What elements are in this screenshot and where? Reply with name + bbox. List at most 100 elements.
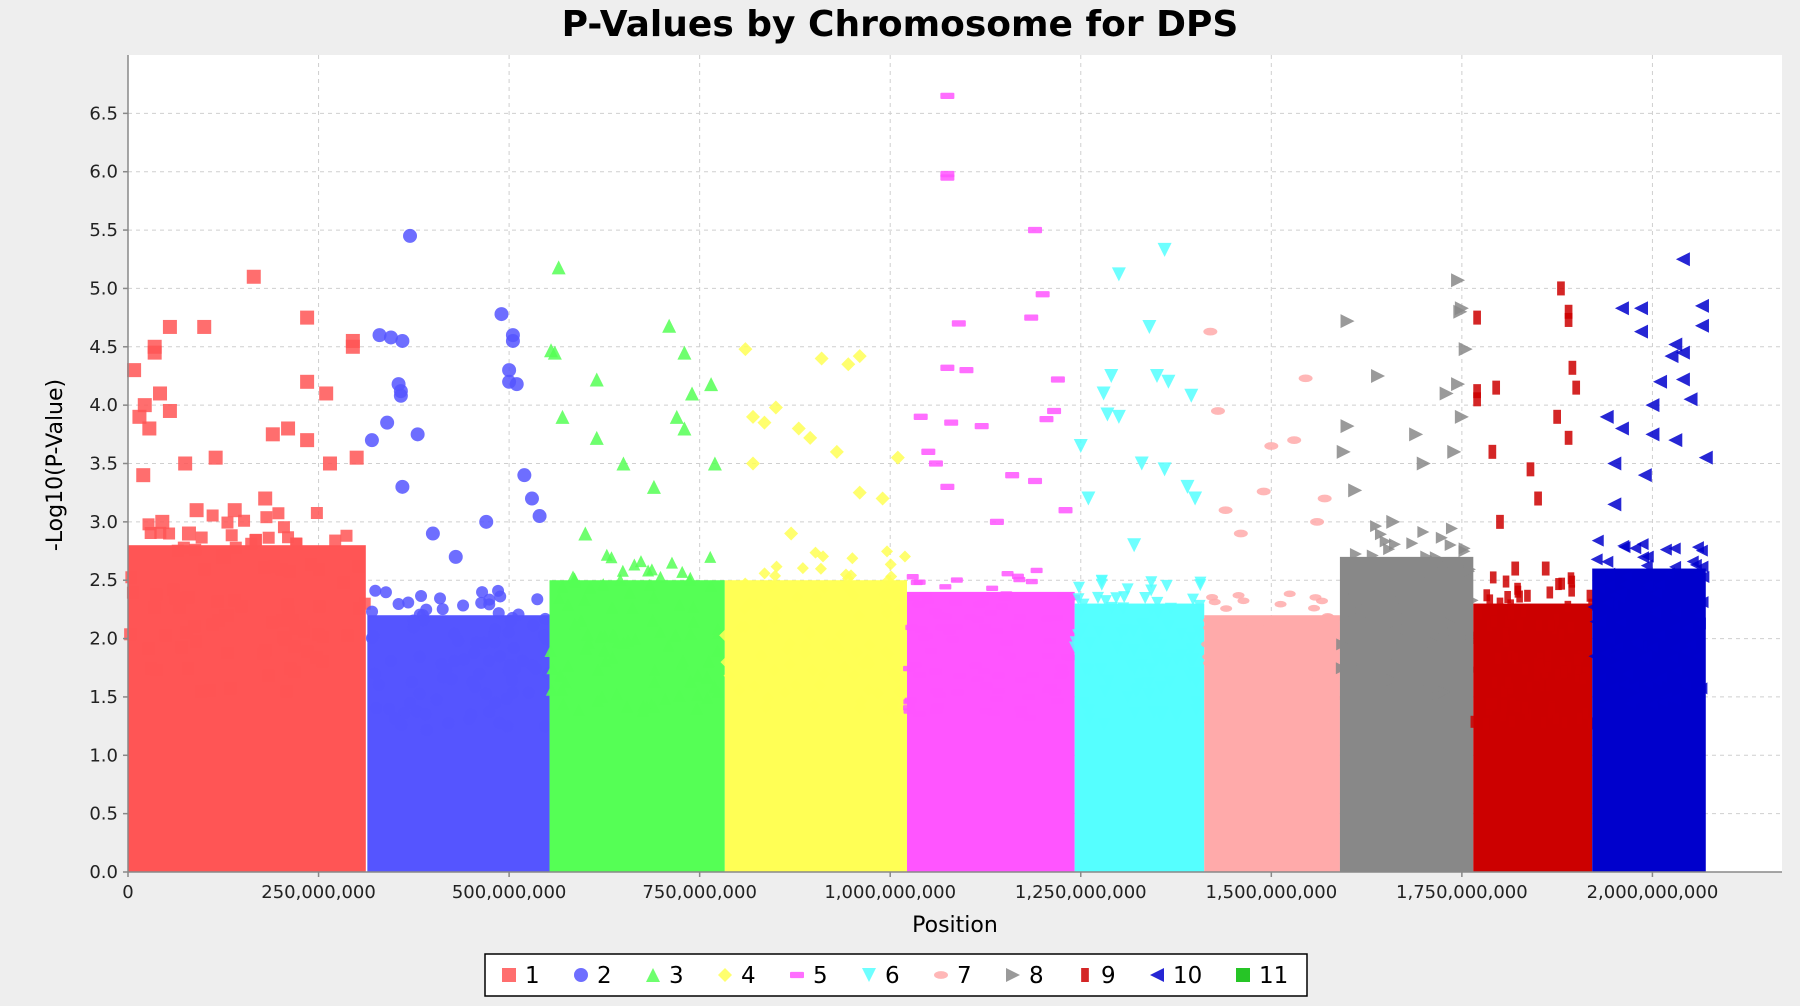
series-8-point — [1348, 586, 1361, 599]
series-1-point — [229, 541, 242, 554]
series-6-point — [1188, 491, 1203, 506]
series-3 — [544, 260, 725, 872]
series-7-point — [1263, 671, 1276, 678]
series-10-point — [1641, 550, 1654, 563]
series-1-point — [345, 339, 360, 354]
series-5-point — [931, 703, 944, 710]
series-2-point — [482, 654, 495, 667]
series-6-point — [1142, 677, 1155, 690]
series-3-point — [599, 655, 612, 668]
series-10-point — [1646, 698, 1659, 711]
series-5-point — [903, 708, 916, 714]
series-7-point — [1233, 529, 1248, 538]
series-6-point — [1139, 591, 1152, 604]
series-1-point — [175, 641, 188, 654]
series-10-point — [1603, 567, 1616, 580]
series-3-point — [643, 578, 656, 591]
series-5-point — [930, 708, 943, 715]
series-10-point — [1591, 534, 1604, 547]
series-7-point — [1222, 668, 1235, 675]
series-8-dense-band — [1339, 556, 1474, 872]
series-9-point — [1535, 619, 1543, 632]
series-3-point — [552, 592, 565, 605]
series-8-point — [1444, 539, 1457, 552]
series-6-point — [1100, 407, 1115, 422]
legend-box — [484, 953, 1308, 997]
series-8-point — [1439, 563, 1452, 576]
series-6-point — [1187, 593, 1200, 606]
series-8-point — [1423, 673, 1436, 686]
series-3-point — [654, 626, 667, 639]
y-tick-label: 3.5 — [89, 454, 118, 475]
series-7-point — [1310, 518, 1325, 526]
series-4-point — [897, 603, 910, 616]
series-6-point — [1093, 625, 1106, 638]
series-4-point — [746, 409, 761, 424]
series-2-point — [522, 686, 535, 699]
series-8-point — [1381, 560, 1394, 573]
series-6-point — [1192, 625, 1205, 638]
series-7-point — [1210, 407, 1225, 415]
series-1-point — [162, 319, 177, 334]
series-8-point — [1454, 658, 1467, 671]
series-3-point — [597, 578, 610, 591]
series-2-point — [395, 479, 410, 494]
series-7-point — [1222, 690, 1235, 697]
series-4-point — [796, 562, 809, 575]
series-7-point — [1256, 487, 1271, 496]
series-2-point — [437, 671, 450, 684]
series-6-point — [1190, 703, 1203, 716]
legend-item-7: 7 — [934, 963, 972, 989]
series-3-point — [555, 409, 570, 424]
series-9-point — [1496, 514, 1504, 529]
series-6-point — [1184, 388, 1199, 403]
series-6-point — [1077, 697, 1090, 710]
series-7-point — [1237, 597, 1250, 605]
series-10-point — [1593, 573, 1606, 586]
series-9-point — [1583, 666, 1590, 679]
series-6-point — [1152, 607, 1165, 620]
series-9-point — [1573, 653, 1581, 666]
series-9-point — [1500, 700, 1508, 713]
series-9-point — [1568, 584, 1575, 597]
series-7-point — [1221, 710, 1234, 717]
series-1-point — [126, 586, 139, 599]
series-1-point — [189, 503, 204, 518]
series-9-point — [1558, 577, 1566, 590]
series-5-point — [921, 598, 934, 604]
series-1-point — [258, 561, 271, 574]
series-6-point — [1121, 583, 1134, 596]
y-tick-label: 5.0 — [89, 278, 118, 299]
series-9-point — [1568, 360, 1577, 375]
series-10-point — [1608, 659, 1621, 672]
series-6-point — [1149, 368, 1164, 383]
series-7-point — [1242, 721, 1255, 728]
series-6-point — [1082, 704, 1095, 717]
series-1-point — [137, 398, 152, 413]
series-1 — [124, 269, 371, 872]
series-8-point — [1386, 514, 1401, 529]
series-1-point — [358, 597, 371, 610]
series-9-point — [1507, 599, 1514, 612]
series-4-point — [762, 691, 775, 704]
series-5-point — [1016, 712, 1029, 718]
legend-marker-7 — [934, 971, 948, 979]
series-1-point — [127, 363, 142, 378]
series-10-point — [1614, 301, 1629, 316]
series-4-point — [895, 590, 908, 603]
series-6-point — [1111, 267, 1126, 282]
series-9-point — [1568, 575, 1576, 588]
series-2-point — [388, 712, 401, 725]
series-8-point — [1437, 640, 1450, 653]
series-2-point — [420, 603, 433, 616]
series-2-point — [532, 509, 547, 524]
series-9-point — [1539, 679, 1546, 692]
series-1-point — [150, 588, 163, 601]
series-5-point — [1003, 653, 1016, 660]
series-10-point — [1669, 606, 1682, 619]
series-3-point — [647, 614, 660, 627]
series-7-point — [1248, 684, 1261, 692]
series-3-point — [684, 627, 697, 640]
series-2-point — [488, 636, 501, 649]
